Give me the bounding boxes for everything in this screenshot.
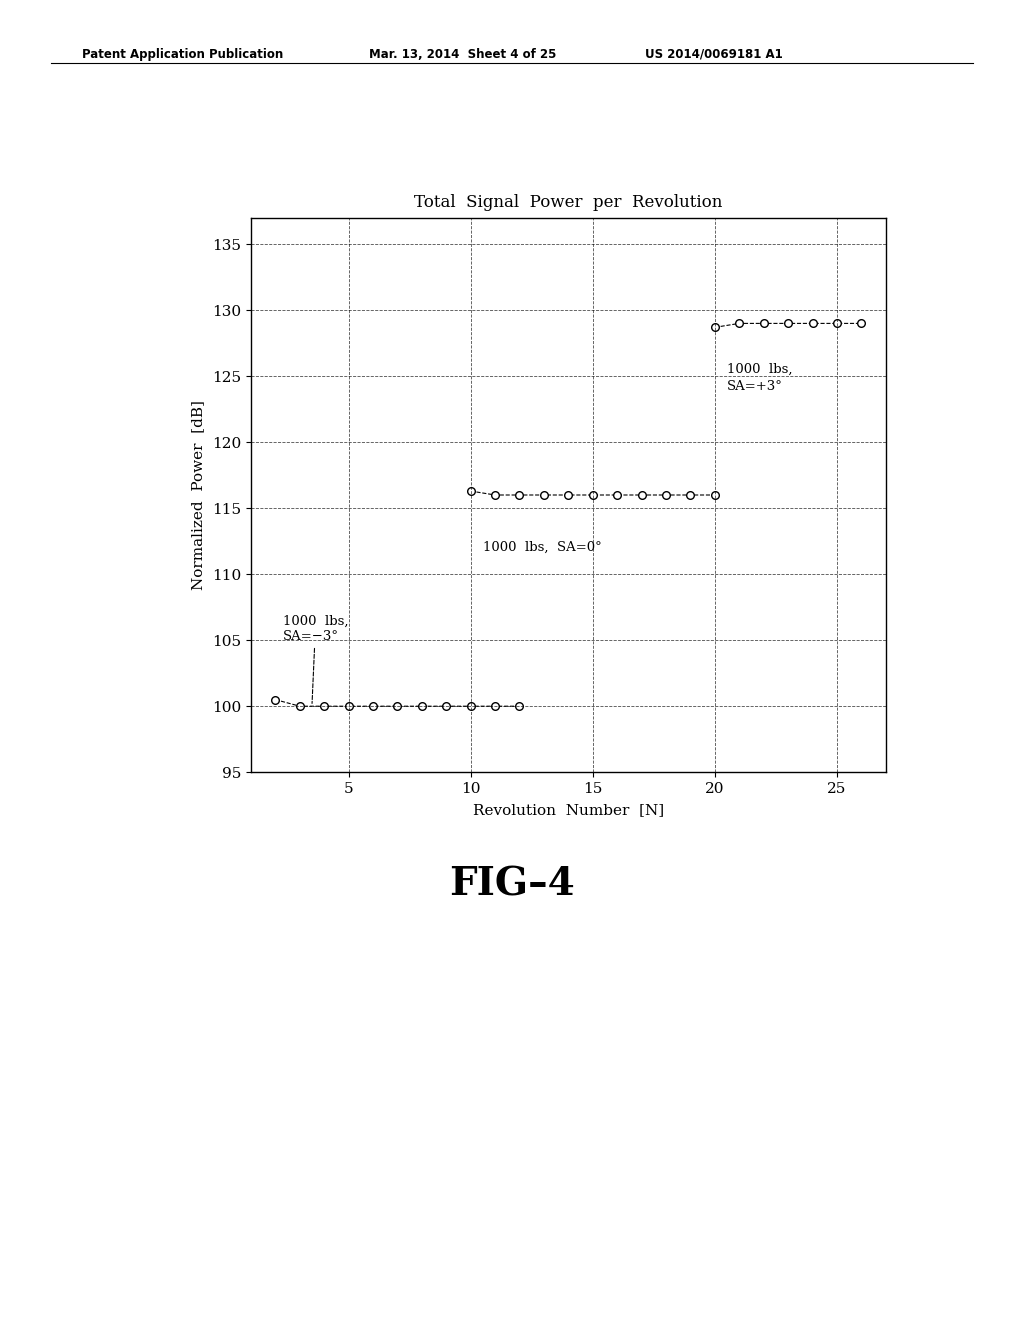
Text: 1000  lbs,  SA=0°: 1000 lbs, SA=0° [483, 541, 602, 554]
X-axis label: Revolution  Number  [N]: Revolution Number [N] [473, 803, 664, 817]
Text: Patent Application Publication: Patent Application Publication [82, 48, 284, 61]
Text: 1000  lbs,
SA=−3°: 1000 lbs, SA=−3° [283, 615, 348, 704]
Text: US 2014/0069181 A1: US 2014/0069181 A1 [645, 48, 783, 61]
Text: 1000  lbs,
SA=+3°: 1000 lbs, SA=+3° [727, 363, 793, 393]
Text: FIG–4: FIG–4 [450, 866, 574, 903]
Text: Mar. 13, 2014  Sheet 4 of 25: Mar. 13, 2014 Sheet 4 of 25 [369, 48, 556, 61]
Y-axis label: Normalized  Power  [dB]: Normalized Power [dB] [190, 400, 205, 590]
Title: Total  Signal  Power  per  Revolution: Total Signal Power per Revolution [414, 194, 723, 211]
